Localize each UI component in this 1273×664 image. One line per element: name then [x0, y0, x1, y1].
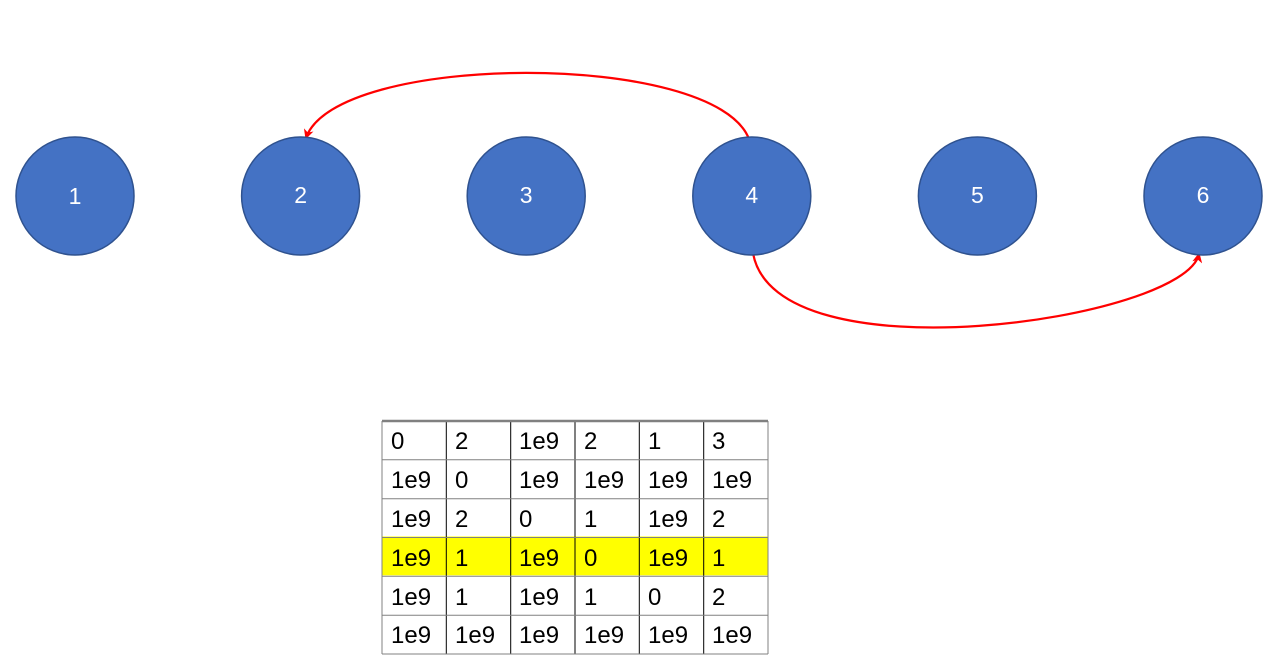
svg-text:1e9: 1e9 [391, 584, 431, 611]
svg-text:1e9: 1e9 [519, 428, 559, 455]
svg-text:1: 1 [584, 506, 597, 533]
svg-text:1e9: 1e9 [455, 622, 495, 649]
svg-text:1: 1 [584, 584, 597, 611]
svg-text:4: 4 [745, 182, 758, 208]
svg-text:0: 0 [391, 428, 404, 455]
svg-text:1: 1 [455, 545, 468, 572]
svg-text:1e9: 1e9 [519, 545, 559, 572]
svg-text:1e9: 1e9 [584, 467, 624, 494]
svg-text:3: 3 [520, 182, 533, 208]
svg-text:1: 1 [455, 584, 468, 611]
svg-text:1e9: 1e9 [391, 467, 431, 494]
svg-text:0: 0 [519, 506, 532, 533]
svg-text:1e9: 1e9 [391, 545, 431, 572]
svg-text:1e9: 1e9 [519, 584, 559, 611]
svg-text:1e9: 1e9 [584, 622, 624, 649]
svg-text:0: 0 [455, 467, 468, 494]
svg-text:1e9: 1e9 [712, 467, 752, 494]
svg-text:5: 5 [971, 182, 984, 208]
svg-text:0: 0 [584, 545, 597, 572]
svg-text:6: 6 [1197, 182, 1210, 208]
svg-text:1: 1 [648, 428, 661, 455]
svg-text:1e9: 1e9 [391, 506, 431, 533]
svg-text:2: 2 [455, 428, 468, 455]
svg-text:1e9: 1e9 [648, 622, 688, 649]
svg-text:1e9: 1e9 [519, 467, 559, 494]
svg-text:2: 2 [455, 506, 468, 533]
svg-text:3: 3 [712, 428, 725, 455]
svg-text:1e9: 1e9 [648, 467, 688, 494]
svg-text:1e9: 1e9 [712, 622, 752, 649]
svg-text:2: 2 [584, 428, 597, 455]
svg-text:1e9: 1e9 [648, 545, 688, 572]
svg-text:1: 1 [712, 545, 725, 572]
svg-text:0: 0 [648, 584, 661, 611]
svg-text:2: 2 [712, 584, 725, 611]
svg-text:2: 2 [712, 506, 725, 533]
svg-text:2: 2 [294, 182, 307, 208]
svg-text:1e9: 1e9 [519, 622, 559, 649]
svg-text:1e9: 1e9 [391, 622, 431, 649]
svg-text:1: 1 [69, 183, 82, 209]
svg-text:1e9: 1e9 [648, 506, 688, 533]
